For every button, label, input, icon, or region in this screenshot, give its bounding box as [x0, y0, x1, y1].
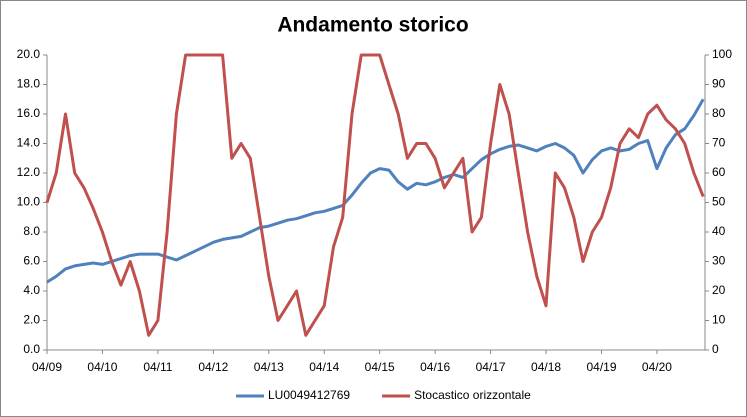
legend-label: Stocastico orizzontale [414, 388, 531, 402]
y2-tick-label: 90 [712, 77, 726, 91]
x-tick-label: 04/15 [365, 360, 395, 374]
y2-tick-label: 50 [712, 195, 726, 209]
x-tick-label: 04/14 [309, 360, 339, 374]
y-tick-label: 16.0 [17, 106, 41, 120]
y-tick-label: 14.0 [17, 136, 41, 150]
y-tick-label: 20.0 [17, 47, 41, 61]
x-tick-label: 04/12 [198, 360, 228, 374]
x-tick-label: 04/18 [531, 360, 561, 374]
chart-title: Andamento storico [277, 14, 468, 37]
y-tick-label: 2.0 [23, 313, 40, 327]
y-tick-label: 4.0 [23, 283, 40, 297]
y-tick-label: 0.0 [23, 342, 40, 356]
x-tick-label: 04/16 [420, 360, 450, 374]
y-tick-label: 18.0 [17, 77, 41, 91]
x-tick-label: 04/10 [87, 360, 117, 374]
x-tick-label: 04/09 [32, 360, 62, 374]
y-tick-label: 8.0 [23, 224, 40, 238]
series-line [46, 98, 705, 284]
x-tick-label: 04/20 [642, 360, 672, 374]
y2-tick-label: 20 [712, 283, 726, 297]
series-line [45, 53, 705, 337]
legend-label: LU0049412769 [268, 388, 350, 402]
y2-tick-label: 30 [712, 254, 726, 268]
y-tick-label: 10.0 [17, 195, 41, 209]
y2-tick-label: 80 [712, 106, 726, 120]
x-tick-label: 04/19 [586, 360, 616, 374]
y2-tick-label: 0 [712, 342, 719, 356]
y2-tick-label: 60 [712, 165, 726, 179]
y2-tick-label: 100 [712, 47, 732, 61]
x-tick-label: 04/13 [254, 360, 284, 374]
y-tick-label: 12.0 [17, 165, 41, 179]
x-tick-label: 04/17 [476, 360, 506, 374]
y2-tick-label: 10 [712, 313, 726, 327]
x-tick-label: 04/11 [143, 360, 172, 374]
y2-tick-label: 40 [712, 224, 726, 238]
y2-tick-label: 70 [712, 136, 726, 150]
y-tick-label: 6.0 [23, 254, 40, 268]
